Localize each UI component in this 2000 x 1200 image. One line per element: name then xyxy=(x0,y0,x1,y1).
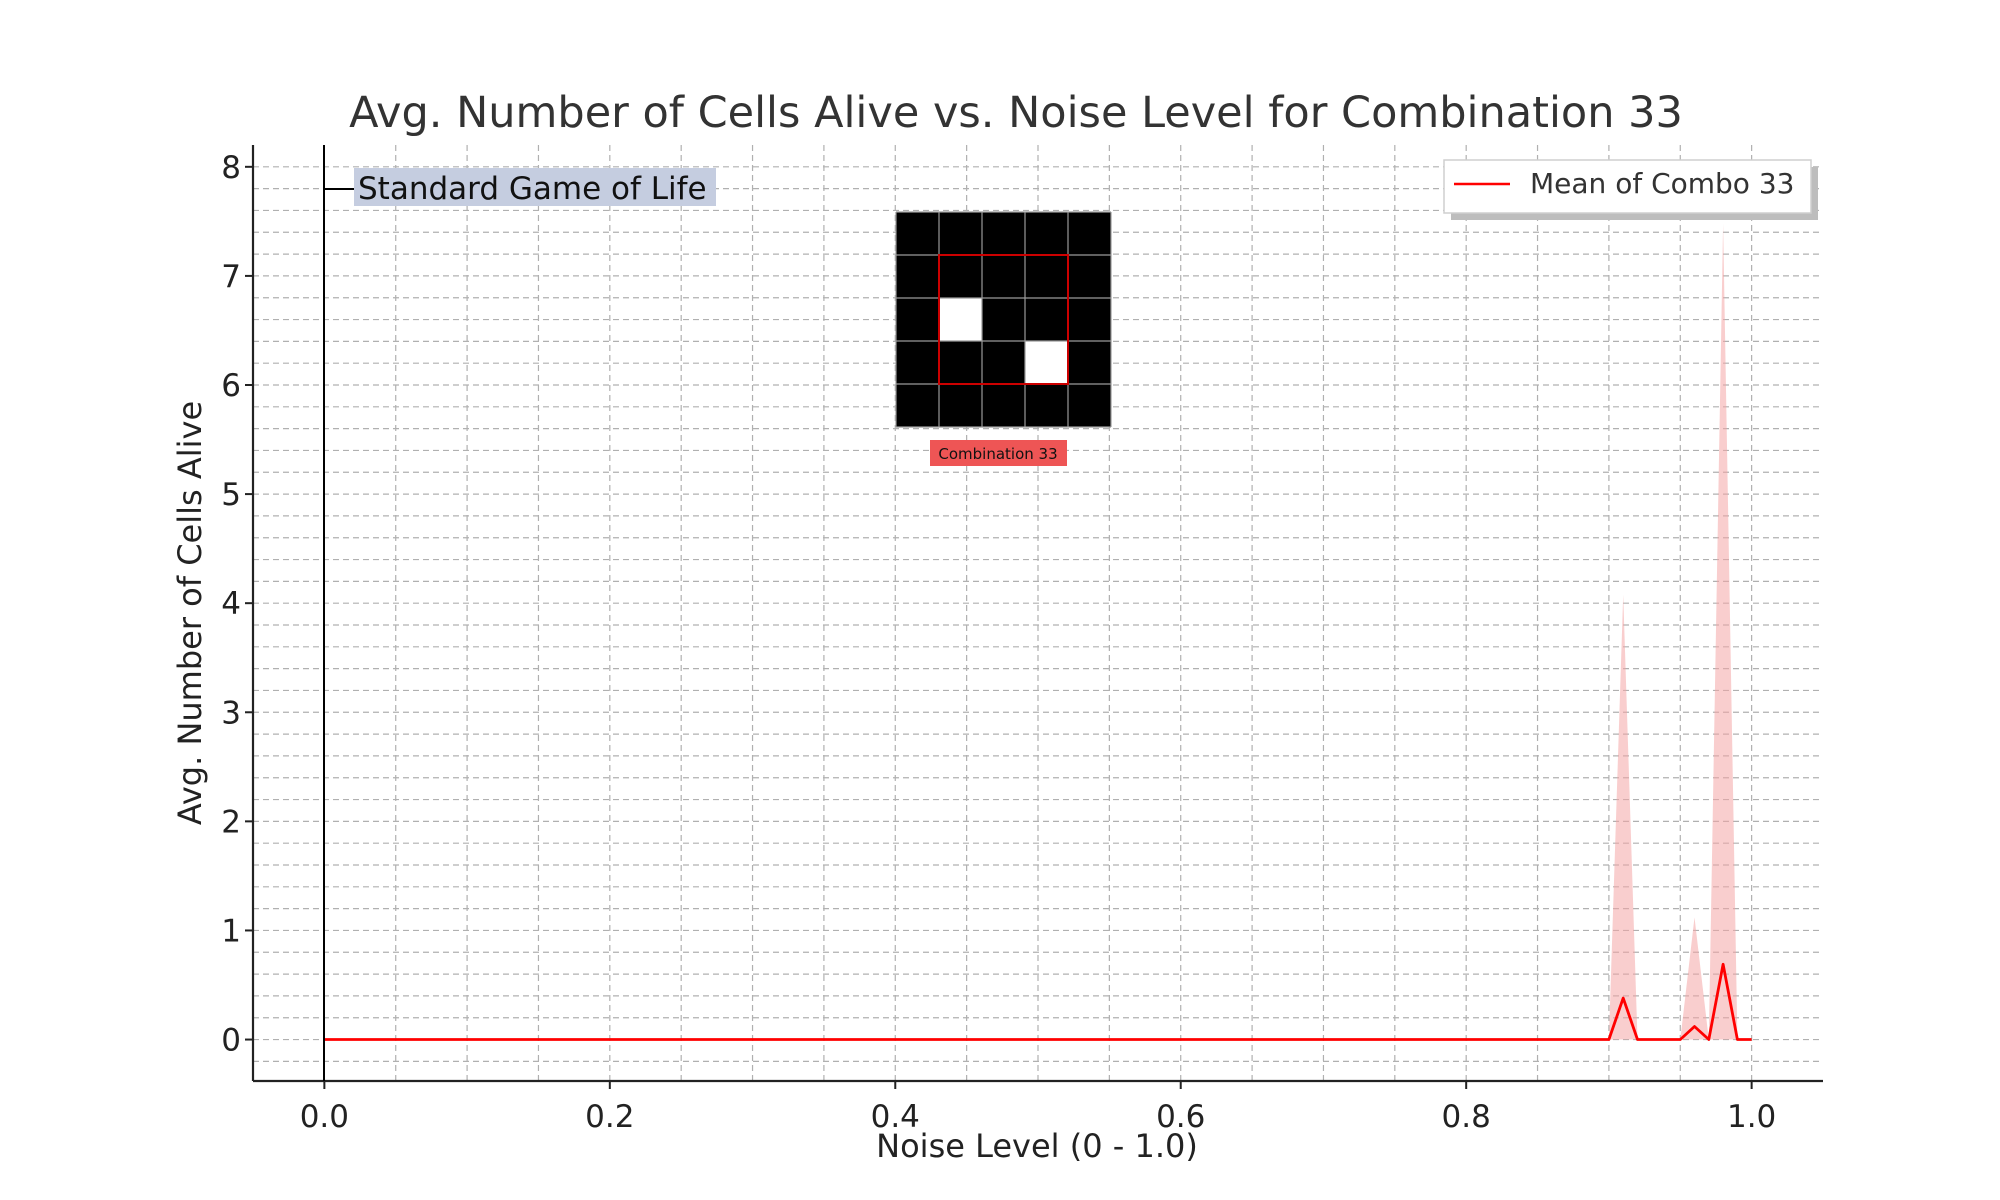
y-axis-label: Avg. Number of Cells Alive xyxy=(171,401,209,825)
combination-inset: Combination 33 xyxy=(895,211,1112,466)
y-tick-label: 7 xyxy=(221,259,241,295)
inset-grid xyxy=(895,211,1112,428)
x-tick-label: 0.2 xyxy=(585,1099,634,1135)
annotation-background xyxy=(354,168,716,206)
legend: Mean of Combo 33 xyxy=(1443,159,1818,220)
y-axis-ticks: 0 1 2 3 4 5 6 7 8 xyxy=(221,150,253,1059)
x-tick-label: 0.0 xyxy=(300,1099,349,1135)
y-tick-label: 8 xyxy=(221,150,241,186)
x-tick-label: 0.8 xyxy=(1442,1099,1491,1135)
y-tick-label: 0 xyxy=(221,1023,241,1059)
inset-background xyxy=(896,212,1111,427)
inset-alive-cell xyxy=(1025,341,1068,384)
legend-box xyxy=(1443,159,1812,214)
y-tick-label: 3 xyxy=(221,695,241,731)
series-line xyxy=(324,962,1752,1041)
inset-highlight-box xyxy=(938,254,1069,385)
x-axis-ticks: 0.0 0.2 0.4 0.6 0.8 1.0 xyxy=(300,1081,1776,1135)
y-tick-label: 2 xyxy=(221,804,241,840)
inset-label-background xyxy=(930,440,1067,466)
x-tick-label: 0.6 xyxy=(1156,1099,1205,1135)
chart-title: Avg. Number of Cells Alive vs. Noise Lev… xyxy=(349,88,1683,138)
x-axis-label: Noise Level (0 - 1.0) xyxy=(876,1127,1198,1165)
series-lines xyxy=(324,962,1752,1041)
inset-label: Combination 33 xyxy=(938,445,1057,463)
x-tick-label: 1.0 xyxy=(1727,1099,1776,1135)
y-tick-label: 1 xyxy=(221,913,241,949)
y-tick-label: 6 xyxy=(221,368,241,404)
legend-label: Mean of Combo 33 xyxy=(1530,167,1794,200)
x-tick-label: 0.4 xyxy=(871,1099,920,1135)
y-tick-label: 5 xyxy=(221,477,241,513)
inset-alive-cell xyxy=(939,298,982,341)
y-tick-label: 4 xyxy=(221,586,241,622)
standard-game-annotation: Standard Game of Life xyxy=(324,168,716,207)
annotation-text: Standard Game of Life xyxy=(358,171,707,207)
